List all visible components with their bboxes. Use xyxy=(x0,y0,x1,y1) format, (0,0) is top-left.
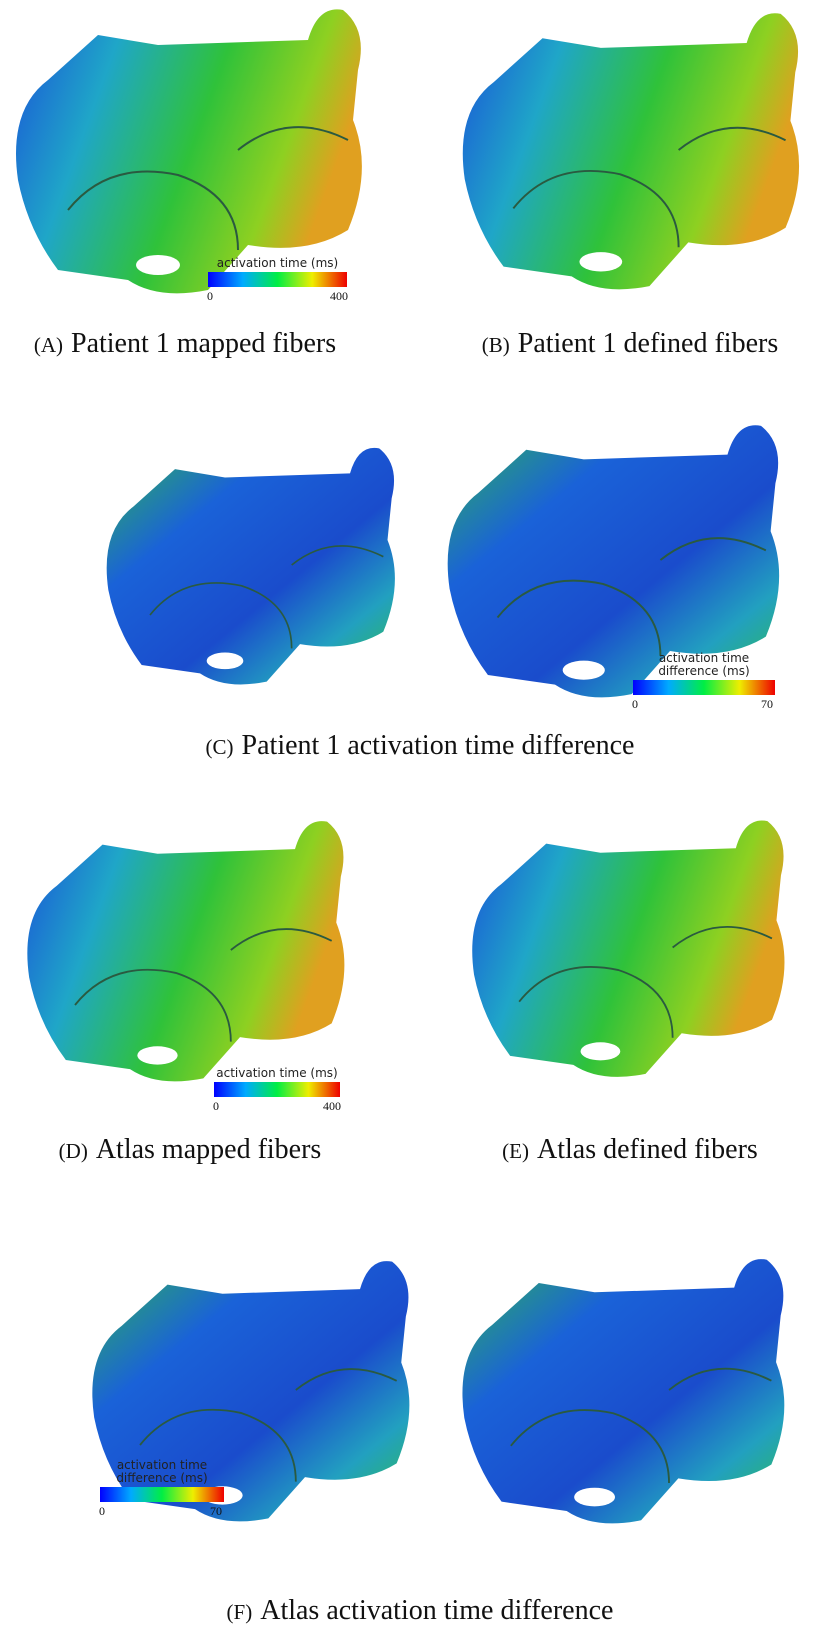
caption-text: Atlas mapped fibers xyxy=(96,1134,322,1165)
caption: (E) Atlas defined fibers xyxy=(502,1134,758,1165)
caption-label: (F) xyxy=(227,1600,253,1624)
caption: (F) Atlas activation time difference xyxy=(227,1595,614,1626)
captions: (A) Patient 1 mapped fibers (B) Patient 1 d… xyxy=(34,328,778,1626)
colorbar-title: activation time xyxy=(117,1458,207,1472)
colorbar-max: 400 xyxy=(323,1099,341,1113)
colorbar-min: 0 xyxy=(99,1504,105,1518)
colorbar-min: 0 xyxy=(207,289,213,303)
caption-text: Patient 1 activation time difference xyxy=(242,730,635,761)
colorbar xyxy=(208,272,347,287)
caption-label: (B) xyxy=(482,333,510,357)
caption-text: Atlas defined fibers xyxy=(537,1134,758,1165)
colorbar-max: 70 xyxy=(210,1504,222,1518)
colorbar-title: activation time (ms) xyxy=(216,1066,337,1080)
colorbar xyxy=(100,1487,224,1502)
caption-label: (A) xyxy=(34,333,63,357)
caption: (A) Patient 1 mapped fibers xyxy=(34,328,336,359)
colorbar-title: difference (ms) xyxy=(658,664,749,678)
colorbar-min: 0 xyxy=(213,1099,219,1113)
caption-text: Atlas activation time difference xyxy=(260,1595,613,1626)
colorbar-max: 400 xyxy=(330,289,348,303)
colorbar xyxy=(214,1082,340,1097)
heart-renderings xyxy=(15,8,801,1525)
caption-text: Patient 1 defined fibers xyxy=(518,328,778,359)
caption-text: Patient 1 mapped fibers xyxy=(71,328,336,359)
colorbar-title: activation time xyxy=(659,651,749,665)
caption: (D) Atlas mapped fibers xyxy=(59,1134,322,1165)
colorbar-max: 70 xyxy=(761,697,773,711)
colorbar xyxy=(633,680,775,695)
colorbar-title: difference (ms) xyxy=(116,1471,207,1485)
colorbar-title: activation time (ms) xyxy=(217,256,338,270)
colorbar-min: 0 xyxy=(632,697,638,711)
caption-label: (C) xyxy=(206,735,234,759)
caption-label: (D) xyxy=(59,1139,88,1163)
caption: (B) Patient 1 defined fibers xyxy=(482,328,778,359)
caption-label: (E) xyxy=(502,1139,529,1163)
caption: (C) Patient 1 activation time difference xyxy=(206,730,635,761)
